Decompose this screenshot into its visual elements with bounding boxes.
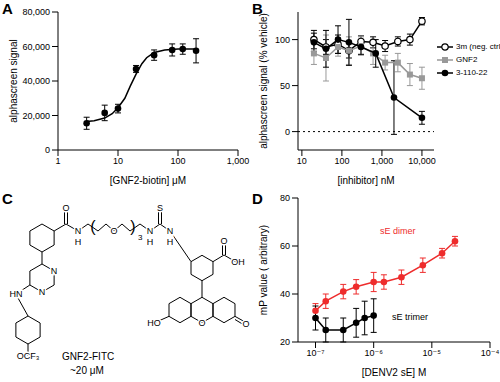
svg-text:10⁻⁷: 10⁻⁷ [306, 348, 324, 358]
svg-text:3: 3 [138, 233, 143, 242]
svg-text:O: O [220, 236, 227, 246]
svg-text:80,000: 80,000 [22, 7, 50, 17]
svg-text:1,000: 1,000 [371, 156, 394, 166]
svg-text:N: N [75, 226, 82, 236]
svg-text:O: O [110, 226, 117, 236]
svg-text:N: N [167, 226, 174, 236]
html-text:C: C [2, 190, 13, 207]
svg-text:S: S [157, 203, 163, 213]
svg-text:60: 60 [280, 241, 290, 251]
svg-text:100: 100 [334, 156, 349, 166]
html-text:GNF2: GNF2 [456, 55, 478, 64]
svg-text:0: 0 [285, 127, 290, 137]
svg-text:OH: OH [231, 257, 245, 267]
svg-text:O: O [198, 318, 205, 328]
svg-text:H: H [147, 237, 154, 247]
svg-text:alphascreen signal (% vehicle): alphascreen signal (% vehicle) [258, 13, 269, 149]
svg-text:40: 40 [280, 289, 290, 299]
svg-text:[GNF2-biotin] μM: [GNF2-biotin] μM [110, 175, 186, 186]
svg-text:0: 0 [45, 145, 50, 155]
svg-text:1,000: 1,000 [227, 156, 250, 166]
svg-text:O: O [242, 319, 249, 329]
svg-text:): ) [130, 218, 135, 235]
svg-text:10⁻⁵: 10⁻⁵ [423, 348, 442, 358]
svg-text:mP value ( arbitrary): mP value ( arbitrary) [258, 225, 269, 315]
svg-text:OCF₃: OCF₃ [17, 351, 40, 361]
html-text:D: D [252, 190, 263, 207]
svg-text:40,000: 40,000 [22, 76, 50, 86]
svg-text:HN: HN [10, 289, 23, 299]
svg-text:60,000: 60,000 [22, 42, 50, 52]
html-text:sE trimer: sE trimer [392, 312, 428, 322]
svg-text:10: 10 [113, 156, 123, 166]
svg-text:100: 100 [170, 156, 185, 166]
svg-text:[DENV2 sE] M: [DENV2 sE] M [362, 367, 426, 378]
svg-text:50: 50 [280, 81, 290, 91]
svg-text:[inhibitor] nM: [inhibitor] nM [337, 175, 394, 186]
svg-text:H: H [75, 237, 82, 247]
svg-text:HO: HO [147, 318, 161, 328]
svg-text:100: 100 [275, 35, 290, 45]
svg-text:1: 1 [55, 156, 60, 166]
html-text:3-110-22: 3-110-22 [456, 68, 488, 77]
svg-text:20: 20 [280, 337, 290, 347]
svg-text:80: 80 [280, 193, 290, 203]
html-text:sE dimer: sE dimer [380, 226, 416, 236]
svg-text:N: N [51, 266, 58, 276]
svg-text:10: 10 [297, 156, 307, 166]
svg-text:H: H [167, 237, 174, 247]
svg-text:O: O [62, 203, 69, 213]
svg-text:(: ( [90, 218, 96, 235]
svg-text:10⁻⁶: 10⁻⁶ [364, 348, 383, 358]
svg-text:alphascreen signal: alphascreen signal [8, 39, 19, 122]
svg-text:~20 μM: ~20 μM [70, 365, 104, 376]
html-text:A: A [2, 0, 13, 17]
svg-text:10⁻⁴: 10⁻⁴ [481, 348, 492, 358]
svg-text:N: N [147, 226, 154, 236]
svg-text:GNF2-FITC: GNF2-FITC [62, 351, 114, 362]
svg-text:10,000: 10,000 [408, 156, 436, 166]
html-text:B: B [252, 0, 263, 17]
svg-text:20,000: 20,000 [22, 111, 50, 121]
svg-text:N: N [39, 287, 46, 297]
